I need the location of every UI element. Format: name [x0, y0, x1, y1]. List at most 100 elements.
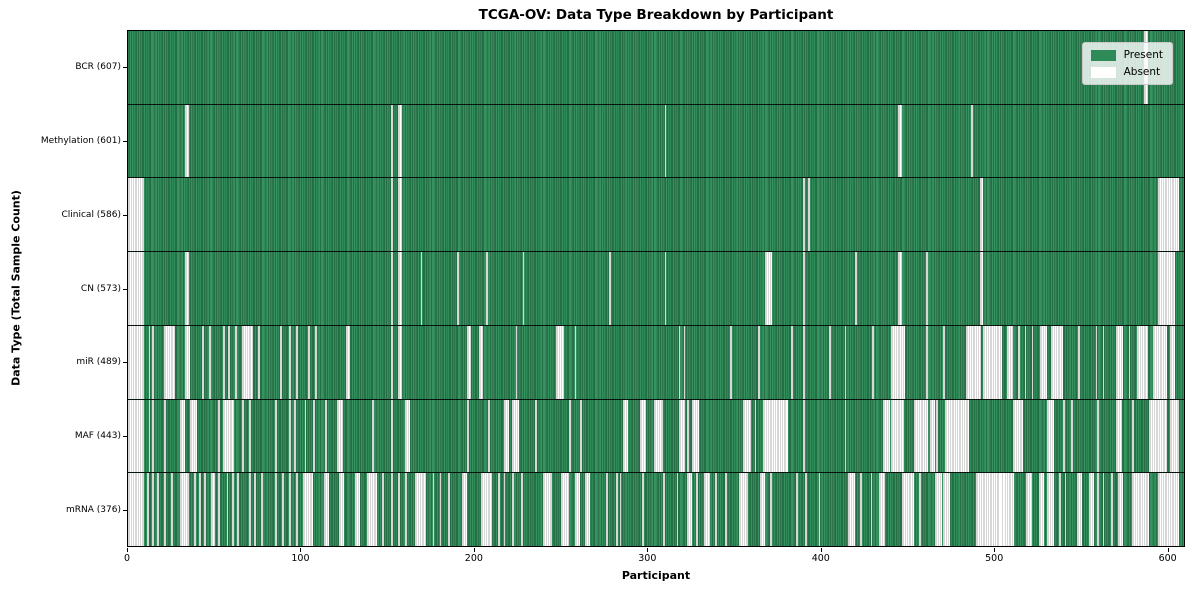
absent-segment: [808, 178, 811, 252]
absent-segment: [1062, 399, 1065, 473]
absent-segment: [391, 473, 393, 547]
absent-segment: [919, 473, 921, 547]
absent-segment: [654, 399, 663, 473]
absent-segment: [870, 473, 873, 547]
x-tick-label: 300: [638, 553, 657, 564]
absent-segment: [855, 252, 857, 325]
absent-segment: [971, 104, 973, 178]
absent-segment: [1170, 399, 1179, 473]
absent-segment: [346, 325, 350, 399]
absent-segment: [1017, 325, 1020, 399]
absent-segment: [448, 473, 450, 547]
x-tick-mark: [994, 548, 996, 552]
absent-segment: [692, 399, 700, 473]
absent-segment: [404, 473, 407, 547]
absent-segment: [1071, 399, 1074, 473]
datatype-row-clinical: [128, 178, 1184, 253]
absent-segment: [1170, 325, 1176, 399]
absent-segment: [759, 473, 766, 547]
absent-segment: [308, 325, 310, 399]
plot-area: Present Absent: [127, 30, 1185, 547]
absent-segment: [313, 399, 315, 473]
absent-segment: [943, 325, 946, 399]
absent-segment: [678, 399, 686, 473]
absent-segment: [901, 473, 914, 547]
absent-segment: [190, 399, 198, 473]
legend-label-absent: Absent: [1123, 66, 1161, 78]
absent-segment: [275, 473, 277, 547]
absent-segment: [609, 252, 611, 325]
absent-segment: [1097, 473, 1100, 547]
absent-segment: [1047, 473, 1055, 547]
absent-segment: [714, 473, 717, 547]
absent-segment: [763, 399, 788, 473]
absent-segment: [488, 399, 490, 473]
absent-segment: [462, 473, 468, 547]
absent-segment: [605, 473, 608, 547]
absent-segment: [569, 399, 572, 473]
absent-segment: [128, 325, 144, 399]
absent-segment: [520, 473, 523, 547]
absent-segment: [979, 252, 984, 325]
absent-segment: [1097, 399, 1100, 473]
absent-segment: [185, 325, 191, 399]
absent-segment: [770, 473, 772, 547]
absent-segment: [204, 473, 206, 547]
chart-title: TCGA-OV: Data Type Breakdown by Particip…: [478, 7, 834, 23]
absent-segment: [1158, 178, 1179, 252]
absent-segment: [844, 325, 847, 399]
absent-segment: [796, 473, 798, 547]
y-tick-label: Methylation (601): [40, 135, 121, 146]
absent-segment: [560, 473, 570, 547]
absent-segment: [226, 473, 229, 547]
absent-segment: [479, 325, 483, 399]
absent-segment: [211, 473, 215, 547]
absent-segment: [1031, 325, 1034, 399]
absent-segment: [829, 325, 831, 399]
absent-segment: [1111, 473, 1113, 547]
absent-segment: [616, 473, 618, 547]
absent-segment: [1158, 252, 1176, 325]
absent-segment: [185, 252, 189, 325]
absent-segment: [803, 399, 805, 473]
absent-segment: [288, 473, 291, 547]
absent-segment: [179, 473, 189, 547]
y-tick-mark: [123, 436, 127, 438]
absent-segment: [1024, 325, 1027, 399]
absent-segment: [128, 473, 144, 547]
absent-segment: [818, 473, 821, 547]
x-tick-mark: [820, 548, 822, 552]
absent-segment: [275, 399, 277, 473]
absent-segment: [391, 399, 393, 473]
absent-segment: [398, 178, 402, 252]
absent-segment: [228, 325, 231, 399]
absent-segment: [314, 325, 317, 399]
absent-segment: [804, 473, 807, 547]
absent-segment: [664, 252, 667, 325]
absent-segment: [662, 473, 665, 547]
absent-segment: [891, 399, 904, 473]
absent-segment: [983, 325, 1003, 399]
absent-segment: [294, 399, 296, 473]
absent-segment: [943, 473, 951, 547]
absent-segment: [574, 473, 580, 547]
x-tick-label: 600: [1158, 553, 1177, 564]
x-tick-mark: [300, 548, 302, 552]
absent-segment: [398, 473, 400, 547]
y-tick-label: mRNA (376): [66, 505, 121, 516]
absent-segment: [242, 325, 253, 399]
absent-segment: [1132, 473, 1150, 547]
absent-segment: [366, 473, 378, 547]
absent-segment: [803, 178, 805, 252]
absent-segment: [512, 399, 520, 473]
datatype-row-cn: [128, 252, 1184, 326]
absent-segment: [1149, 399, 1167, 473]
absent-segment: [929, 399, 935, 473]
absent-segment: [503, 473, 506, 547]
legend-item-present: Present: [1090, 49, 1163, 61]
absent-segment: [512, 473, 515, 547]
absent-segment: [164, 473, 167, 547]
y-tick-label: CN (573): [80, 283, 121, 294]
absent-segment: [486, 252, 489, 325]
absent-segment: [926, 325, 928, 399]
